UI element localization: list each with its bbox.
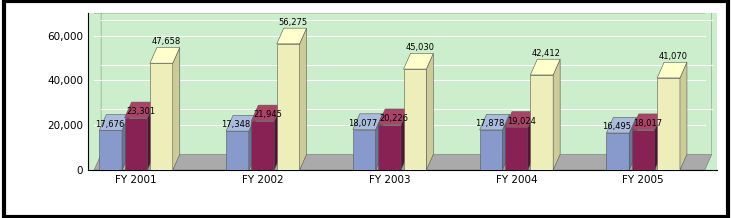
Polygon shape — [401, 109, 408, 170]
Polygon shape — [378, 125, 401, 170]
Polygon shape — [150, 48, 180, 63]
Polygon shape — [657, 62, 687, 78]
Text: 47,658: 47,658 — [152, 37, 181, 46]
Text: 23,301: 23,301 — [126, 107, 155, 116]
Polygon shape — [502, 114, 509, 170]
Polygon shape — [226, 131, 249, 170]
Polygon shape — [632, 114, 662, 130]
Polygon shape — [150, 63, 173, 170]
Polygon shape — [426, 53, 433, 170]
Polygon shape — [403, 69, 426, 170]
Text: 17,878: 17,878 — [475, 119, 504, 128]
Polygon shape — [100, 130, 122, 170]
Text: 18,017: 18,017 — [633, 119, 662, 128]
Polygon shape — [654, 114, 662, 170]
Polygon shape — [173, 48, 180, 170]
Polygon shape — [353, 129, 376, 170]
Polygon shape — [274, 105, 281, 170]
Polygon shape — [94, 154, 712, 170]
Text: 45,030: 45,030 — [406, 43, 434, 52]
Polygon shape — [606, 117, 636, 133]
Polygon shape — [531, 59, 560, 75]
Polygon shape — [353, 114, 383, 129]
Polygon shape — [124, 118, 147, 170]
Text: 56,275: 56,275 — [278, 18, 307, 27]
Polygon shape — [403, 53, 433, 69]
Polygon shape — [251, 105, 281, 121]
Text: 41,070: 41,070 — [659, 52, 688, 61]
Polygon shape — [277, 44, 299, 170]
Polygon shape — [505, 127, 528, 170]
Text: 17,676: 17,676 — [94, 120, 124, 129]
Polygon shape — [479, 130, 502, 170]
Polygon shape — [553, 59, 560, 170]
Polygon shape — [277, 28, 307, 44]
Polygon shape — [100, 115, 129, 130]
Polygon shape — [479, 114, 509, 130]
Polygon shape — [251, 121, 274, 170]
Polygon shape — [606, 133, 630, 170]
Text: 16,495: 16,495 — [602, 122, 631, 131]
Text: 21,945: 21,945 — [253, 110, 282, 119]
Polygon shape — [94, 0, 712, 170]
Polygon shape — [226, 116, 256, 131]
Polygon shape — [528, 112, 535, 170]
Polygon shape — [378, 109, 408, 125]
Polygon shape — [505, 112, 535, 127]
Polygon shape — [122, 115, 129, 170]
Text: 17,348: 17,348 — [222, 120, 251, 129]
Polygon shape — [531, 75, 553, 170]
Polygon shape — [630, 117, 636, 170]
Polygon shape — [299, 28, 307, 170]
Text: 18,077: 18,077 — [348, 119, 378, 128]
Polygon shape — [657, 78, 680, 170]
Text: 20,226: 20,226 — [380, 114, 409, 123]
Polygon shape — [124, 102, 154, 118]
Polygon shape — [147, 102, 154, 170]
Polygon shape — [249, 116, 256, 170]
Text: 42,412: 42,412 — [532, 49, 561, 58]
Polygon shape — [680, 62, 687, 170]
Polygon shape — [376, 114, 383, 170]
Text: 19,024: 19,024 — [507, 117, 536, 126]
Polygon shape — [632, 130, 654, 170]
